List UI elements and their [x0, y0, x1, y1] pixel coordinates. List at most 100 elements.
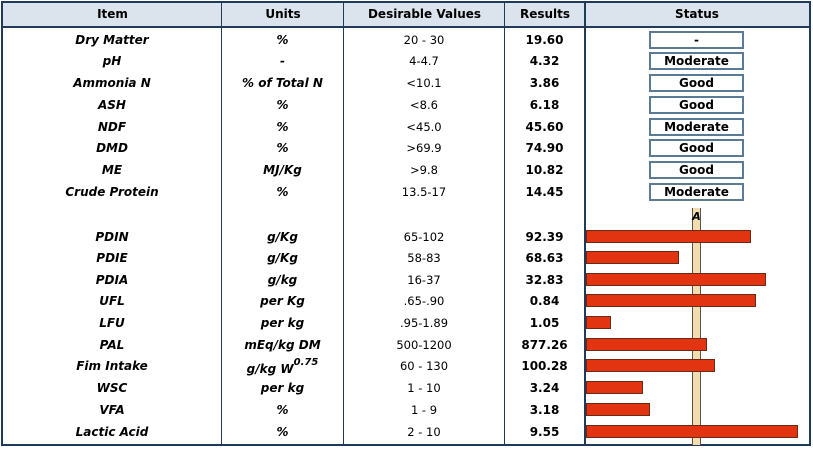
unit-text: g/Kg [267, 230, 298, 244]
desirable-value: 1 - 10 [407, 381, 441, 395]
item-unit: % [276, 33, 289, 47]
result-value: 4.32 [529, 54, 560, 68]
item-name: ASH [98, 98, 126, 112]
unit-text: mEq/kg DM [244, 338, 321, 352]
result-value: 0.84 [529, 294, 560, 308]
item-unit: MJ/Kg [263, 163, 302, 177]
header-item: Item [3, 3, 222, 28]
desirable-value: 4-4.7 [409, 54, 439, 68]
item-name: Crude Protein [65, 185, 159, 199]
item-unit: per kg [222, 380, 343, 396]
result-value: 100.28 [521, 359, 568, 373]
unit-text: per Kg [260, 294, 305, 308]
unit-text: per kg [260, 316, 305, 330]
result-value: 32.83 [525, 273, 564, 287]
result-bar [586, 251, 679, 264]
result-value: 14.45 [525, 185, 564, 199]
desirable-value: <45.0 [406, 120, 442, 134]
status-badge: Good [649, 139, 744, 157]
result-bar [586, 338, 707, 351]
result-value: 6.18 [529, 98, 560, 112]
desirable-value: 65-102 [403, 230, 445, 244]
desirable-value: 500-1200 [396, 338, 452, 352]
desirable-value: <10.1 [406, 76, 442, 90]
item-unit: g/Kg [222, 250, 343, 266]
result-value: 68.63 [525, 251, 564, 265]
unit-text: g/Kg [267, 251, 298, 265]
status-badge: - [649, 31, 744, 49]
result-bar [586, 273, 766, 286]
item-name: LFU [99, 316, 125, 330]
status-badge: Good [649, 161, 744, 179]
item-unit: - [280, 54, 285, 68]
result-value: 3.18 [529, 403, 560, 417]
item-unit: mEq/kg DM [222, 337, 343, 353]
result-bar [586, 403, 650, 416]
item-unit: % [276, 185, 289, 199]
unit-text: per kg [260, 381, 305, 395]
desirable-value: 20 - 30 [403, 33, 445, 47]
item-name: PDIN [95, 230, 129, 244]
item-unit: per Kg [222, 293, 343, 309]
item-unit: g/kg W0.75 [222, 357, 343, 377]
result-value: 3.24 [529, 381, 560, 395]
item-name: Lactic Acid [75, 425, 149, 439]
column-divider [504, 3, 505, 445]
item-unit: % [276, 98, 289, 112]
header-results: Results [505, 3, 585, 28]
result-bar [586, 316, 611, 329]
result-value: 10.82 [525, 163, 564, 177]
result-bar [586, 230, 751, 243]
item-unit: g/Kg [222, 229, 343, 245]
item-name: Fim Intake [76, 359, 148, 373]
desirable-value: >69.9 [406, 141, 442, 155]
desirable-value: 16-37 [407, 273, 441, 287]
column-divider [221, 3, 222, 445]
reference-line [692, 208, 701, 445]
unit-text: % [276, 403, 289, 417]
status-badge: Moderate [649, 52, 744, 70]
item-name: Ammonia N [73, 76, 151, 90]
header-desirable: Desirable Values [344, 3, 505, 28]
desirable-value: <8.6 [410, 98, 438, 112]
result-value: 19.60 [525, 33, 564, 47]
result-value: 1.05 [529, 316, 560, 330]
column-divider [584, 3, 586, 445]
unit-text: % [276, 425, 289, 439]
header-status: Status [585, 3, 809, 28]
item-name: WSC [96, 381, 128, 395]
status-badge: Good [649, 74, 744, 92]
status-badge: Good [649, 96, 744, 114]
item-name: Dry Matter [75, 33, 149, 47]
status-badge: Moderate [649, 183, 744, 201]
item-unit: % of Total N [242, 76, 323, 90]
result-value: 74.90 [525, 141, 564, 155]
item-name: DMD [96, 141, 128, 155]
item-name: PDIE [96, 251, 128, 265]
result-value: 92.39 [525, 230, 564, 244]
desirable-value: 2 - 10 [407, 425, 441, 439]
item-unit: % [276, 141, 289, 155]
item-name: VFA [99, 403, 125, 417]
desirable-value: .95-1.89 [399, 316, 449, 330]
desirable-value: 60 - 130 [399, 359, 449, 373]
result-value: 877.26 [521, 338, 568, 352]
desirable-value: 1 - 9 [410, 403, 438, 417]
desirable-value: 58-83 [407, 251, 441, 265]
unit-text: g/kg [267, 273, 298, 287]
result-bar [586, 294, 756, 307]
status-badge: Moderate [649, 118, 744, 136]
column-divider [343, 3, 344, 445]
item-name: PDIA [95, 273, 129, 287]
item-unit: % [222, 424, 343, 440]
reference-label: A [692, 210, 701, 223]
result-bar [586, 359, 715, 372]
result-value: 3.86 [529, 76, 560, 90]
result-value: 45.60 [525, 120, 564, 134]
unit-text: g/kg W [246, 362, 294, 376]
desirable-value: 13.5-17 [401, 185, 447, 199]
result-bar [586, 381, 643, 394]
item-unit: per kg [222, 315, 343, 331]
header-units: Units [222, 3, 344, 28]
